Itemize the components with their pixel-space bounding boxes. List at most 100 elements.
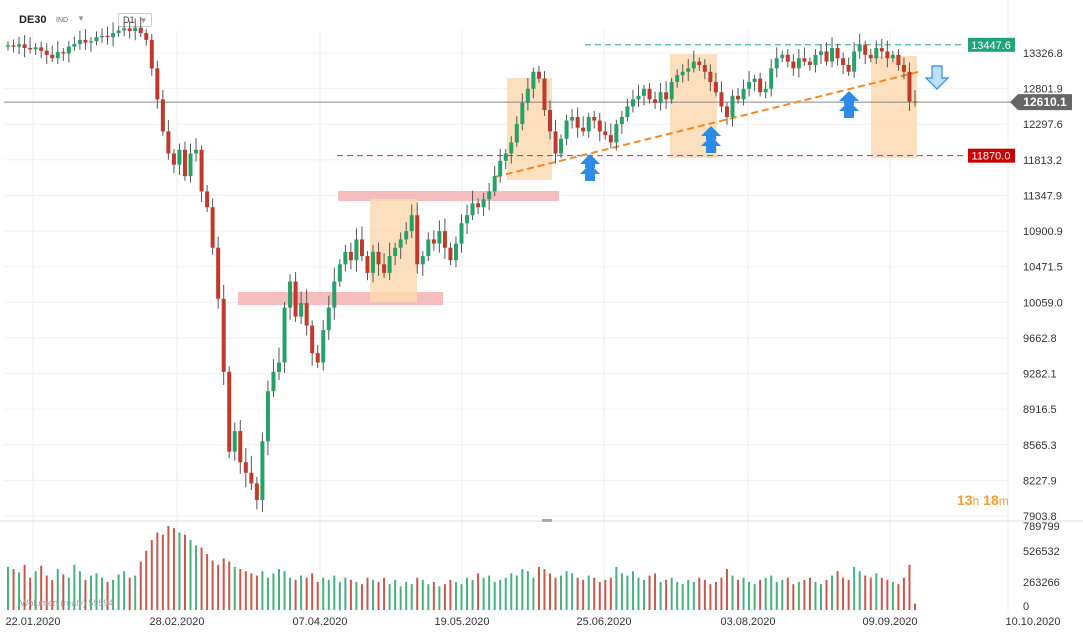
candle: [852, 51, 857, 72]
price-tick-label: 11813.2: [1023, 155, 1062, 167]
volume-bar: [831, 575, 834, 610]
candle: [288, 281, 293, 308]
volume-bar: [195, 545, 198, 610]
volume-bar: [897, 584, 900, 610]
volume-bar: [183, 534, 186, 610]
volume-bar: [908, 564, 911, 610]
price-tick-label: 9662.8: [1023, 333, 1057, 345]
candle: [11, 45, 16, 47]
volume-bar: [703, 579, 706, 610]
candle: [393, 247, 398, 257]
candle: [863, 44, 868, 55]
volume-bar: [134, 575, 137, 610]
candle: [420, 256, 425, 265]
volume-bar: [466, 577, 469, 610]
volume-bar: [532, 577, 535, 610]
volume-bar: [737, 579, 740, 610]
candle: [774, 58, 779, 69]
candle: [608, 135, 613, 143]
candle: [55, 52, 60, 59]
volume-bar: [620, 573, 623, 610]
candle: [238, 431, 243, 463]
volume-bar: [117, 574, 120, 610]
volume-bar: [266, 577, 269, 610]
volume-bar: [222, 558, 225, 610]
candle: [431, 239, 436, 244]
volume-bar: [327, 579, 330, 610]
candle-countdown: 13h 18m: [957, 492, 1009, 508]
volume-bar: [244, 571, 247, 610]
volume-bar: [764, 577, 767, 610]
candle: [807, 61, 812, 65]
candle: [6, 45, 10, 47]
candle: [664, 92, 669, 100]
volume-bar: [864, 575, 867, 610]
symbol-dropdown-icon[interactable]: ▼: [77, 14, 85, 23]
candle: [619, 116, 624, 125]
candle: [122, 28, 127, 31]
volume-bar: [383, 577, 386, 610]
volume-bar: [454, 582, 457, 610]
candle: [470, 203, 475, 216]
volume-bar: [681, 584, 684, 610]
volume-bar: [289, 577, 292, 610]
volume-bar: [731, 575, 734, 610]
volume-bar: [410, 584, 413, 610]
volume-bar: [349, 579, 352, 610]
candle: [525, 88, 530, 103]
date-tick-label: 10.10.2020: [1005, 616, 1060, 628]
volume-bar: [853, 566, 856, 610]
candle: [299, 303, 304, 317]
candle: [83, 39, 88, 43]
price-tick-label: 8227.9: [1023, 475, 1057, 487]
price-tick-label: 11347.9: [1023, 190, 1062, 202]
volume-bar: [902, 577, 905, 610]
candle: [437, 231, 442, 244]
candle: [708, 71, 713, 82]
candle: [315, 353, 320, 363]
candle: [365, 256, 370, 273]
candle: [116, 30, 121, 34]
candle: [586, 116, 591, 132]
volume-bar: [283, 571, 286, 610]
candle: [304, 303, 309, 326]
volume-bar: [515, 575, 518, 610]
candle: [88, 41, 93, 43]
volume-bar: [537, 566, 540, 610]
candle: [387, 256, 392, 273]
current-price-tag: [1010, 94, 1072, 111]
volume-bar: [272, 573, 275, 610]
volume-bar: [178, 532, 181, 610]
volume-bar: [443, 584, 446, 610]
candle: [332, 281, 337, 308]
candle: [769, 68, 774, 89]
candle: [50, 54, 55, 59]
candle: [896, 54, 901, 65]
volume-bar: [432, 582, 435, 610]
volume-bar: [659, 582, 662, 610]
volume-bar: [582, 579, 585, 610]
volume-bar: [471, 579, 474, 610]
candle: [647, 88, 652, 100]
volume-bar: [388, 584, 391, 610]
volume-bar: [311, 573, 314, 610]
candle: [835, 48, 840, 59]
volume-bar: [493, 582, 496, 610]
candle: [293, 281, 298, 317]
volume-bar: [836, 571, 839, 610]
candle: [105, 35, 110, 38]
volume-bar: [250, 573, 253, 610]
volume-bar: [759, 579, 762, 610]
candle: [326, 307, 331, 331]
volume-bar: [239, 569, 242, 610]
volume-bar: [123, 571, 126, 610]
candle: [205, 191, 210, 208]
volume-bar: [228, 561, 231, 610]
candle: [409, 215, 414, 232]
volume-bar: [554, 577, 557, 610]
candle: [149, 39, 154, 69]
candle: [818, 51, 823, 55]
date-tick-label: 07.04.2020: [292, 616, 347, 628]
volume-bar: [7, 566, 9, 610]
